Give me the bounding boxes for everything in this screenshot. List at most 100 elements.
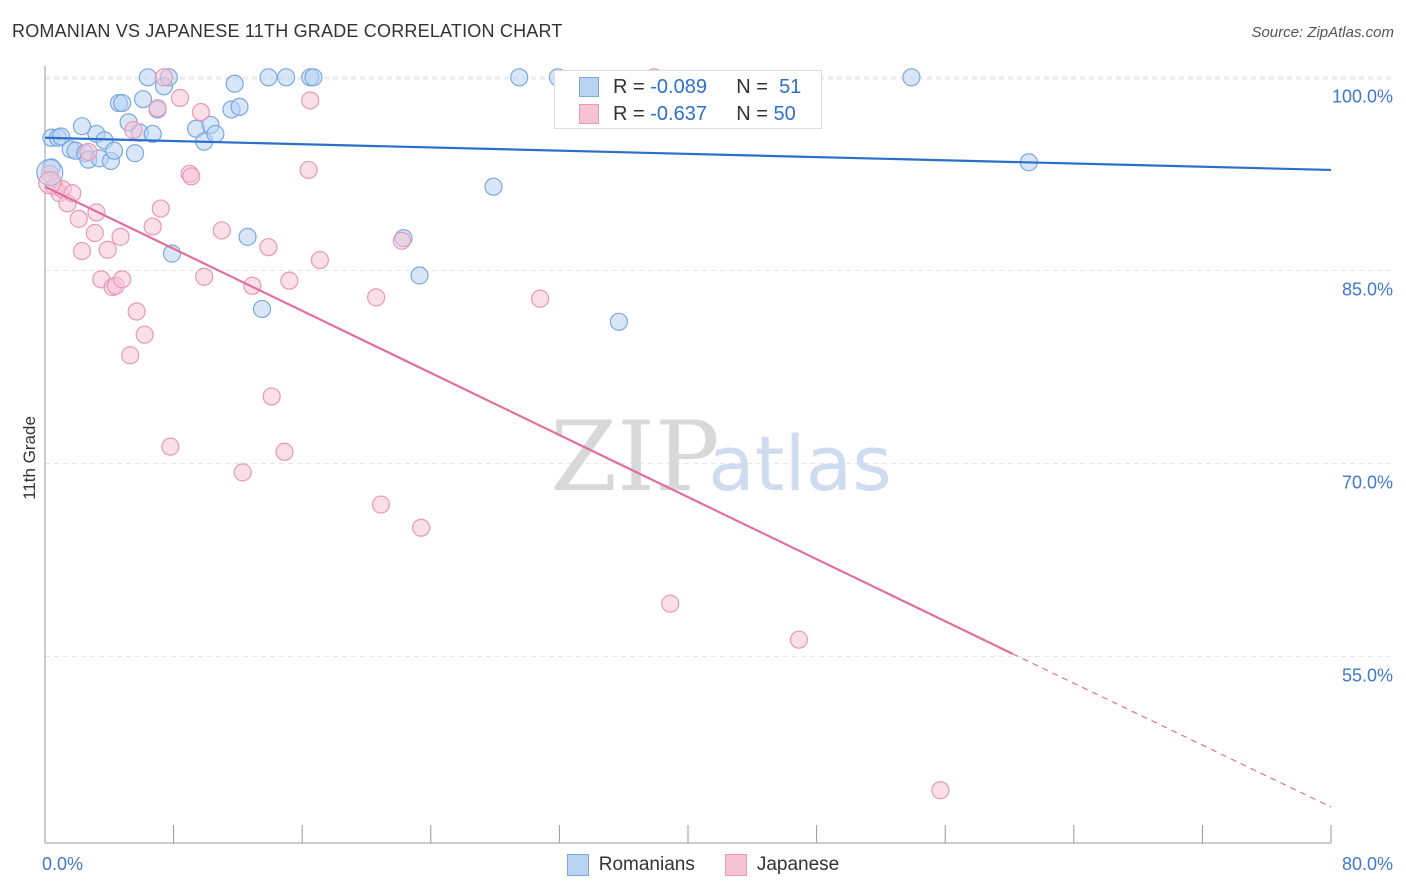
japanese-point [127,302,146,321]
japanese-point [931,781,950,800]
x-tick-label: 0.0% [42,854,83,874]
romanians-legend-swatch [566,854,589,876]
japanese-point [148,99,167,118]
japanese-point [85,223,104,243]
trend-lines [44,136,1332,808]
data-points [36,68,1038,800]
romanian-point [609,312,628,331]
japanese-swatch [579,104,599,124]
y-tick-label: 55.0% [1342,665,1393,685]
japanese-point [301,91,320,110]
japanese-point [367,288,386,307]
japanese-point [280,271,299,290]
romanian-point [410,266,429,285]
japanese-point [195,267,214,286]
y-tick-label: 100.0% [1332,86,1393,106]
japanese-point [135,325,154,344]
japanese-point [412,518,431,537]
japanese-point [259,238,278,257]
gridlines [45,76,1392,657]
romanian-point [36,158,64,187]
japanese-point [124,120,143,140]
romanian-point [143,124,162,144]
romanian-point [277,68,296,87]
japanese-point [191,102,211,122]
japanese-point [182,167,201,186]
romanian-point [304,68,323,87]
japanese-point [111,227,130,246]
legend-item-romanians[interactable]: Romanians [566,854,695,876]
japanese-legend-label: Japanese [756,854,840,875]
japanese-trend-line [44,185,1014,655]
series-legend: Romanians Japanese [0,851,1406,879]
romanian-point [252,299,272,319]
watermark-zip: ZIP [550,401,719,513]
japanese-n-label: N = [736,102,768,125]
japanese-point [310,250,329,270]
romanians-trend-line [44,136,1332,172]
japanese-point [154,68,174,87]
watermark-atlas: atlas [708,419,892,508]
romanian-point [259,68,278,87]
stats-legend: R = -0.089 N = 51 R = -0.637 N = 50 [554,70,822,129]
legend-row-romanians: R = -0.089 N = 51 [579,73,801,101]
romanians-n-value: 51 [779,75,802,98]
romanian-point [72,117,92,136]
y-tick-label: 70.0% [1342,472,1393,492]
legend-row-japanese: R = -0.637 N = 50 [579,100,796,128]
japanese-point [212,221,231,240]
japanese-point [151,199,170,218]
japanese-point [121,346,140,365]
watermark: ZIP atlas [550,401,891,513]
japanese-point [143,217,162,236]
romanian-point [125,144,145,163]
japanese-point [38,171,62,195]
tick-labels: 100.0% 85.0% 70.0% 55.0% 0.0% 80.0% 11th Grade [20,86,1393,874]
japanese-point [789,630,809,649]
japanese-point [233,463,252,482]
japanese-point [161,437,180,456]
chart-title: ROMANIAN VS JAPANESE 11TH GRADE CORRELAT… [12,21,563,41]
romanians-r-value: -0.089 [650,75,707,98]
japanese-point [371,495,391,514]
y-tick-label: 85.0% [1342,279,1393,299]
romanian-point [206,124,225,144]
japanese-point [392,231,411,250]
romanian-point [113,93,132,113]
japanese-point [72,241,92,261]
romanians-n-label: N = [736,75,768,98]
axes [44,66,1332,844]
japanese-trend-extension [1012,653,1332,808]
y-axis-title: 11th Grade [20,416,39,500]
romanians-legend-label: Romanians [598,854,695,875]
romanian-point [230,97,249,117]
japanese-r-label: R = [613,102,645,125]
legend-item-japanese[interactable]: Japanese [724,854,840,876]
japanese-point [299,160,318,180]
romanian-point [238,227,257,246]
japanese-point [531,289,550,308]
japanese-point [170,88,190,107]
romanian-point [484,177,503,196]
japanese-point [69,209,88,228]
romanian-point [105,141,124,160]
japanese-r-value: -0.637 [650,102,707,125]
japanese-point [79,142,98,162]
romanian-point [510,68,529,87]
source-label: Source: ZipAtlas.com [1251,24,1394,41]
romanians-swatch [579,77,599,97]
japanese-point [661,594,680,613]
romanians-r-label: R = [613,75,645,98]
romanian-point [225,74,244,93]
x-tick-label: 80.0% [1342,854,1393,874]
japanese-point [262,387,281,406]
romanian-point [138,68,157,87]
japanese-legend-swatch [724,854,747,876]
japanese-point [98,240,117,259]
romanian-point [133,90,153,109]
japanese-point [113,270,132,289]
romanian-point [51,127,71,146]
romanian-point [902,68,921,87]
japanese-n-value: 50 [773,102,796,125]
